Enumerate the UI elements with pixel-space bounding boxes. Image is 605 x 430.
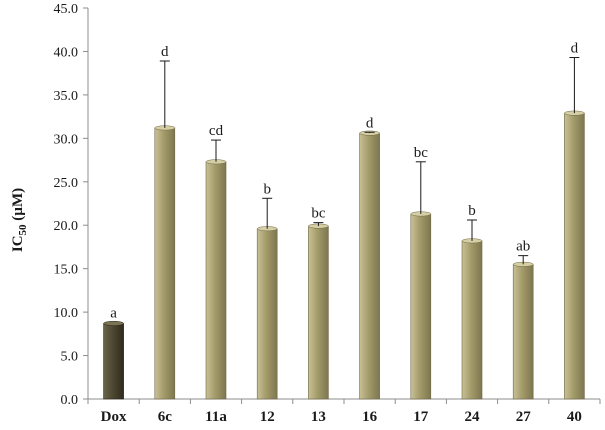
bar-17: [410, 213, 432, 400]
significance-label: cd: [209, 123, 224, 139]
significance-label: bc: [414, 145, 429, 161]
bar-27: [512, 264, 534, 400]
bars: [103, 110, 585, 400]
x-tick-label: 11a: [205, 409, 227, 425]
significance-labels: a d cd b bc d bc b ab d: [110, 41, 578, 322]
bar-13: [308, 225, 329, 400]
x-tick-label: 24: [465, 409, 481, 425]
significance-label: ab: [516, 239, 530, 255]
bar-24: [461, 240, 483, 400]
x-tick-label: 13: [311, 409, 326, 425]
y-tick-label: 5.0: [61, 350, 79, 365]
error-bars: [159, 57, 580, 265]
significance-label: b: [468, 203, 476, 219]
y-tick-label: 40.0: [54, 45, 79, 60]
bar-cap: [103, 320, 124, 326]
bar-16: [359, 132, 380, 400]
x-tick-label: Dox: [101, 409, 127, 425]
x-tick-label: 27: [516, 409, 532, 425]
y-tick-label: 25.0: [54, 176, 79, 191]
significance-label: a: [110, 305, 117, 321]
significance-label: d: [571, 41, 579, 57]
x-tick-label: 40: [567, 409, 582, 425]
y-tick-label: 30.0: [54, 132, 79, 147]
y-tick-label: 10.0: [54, 306, 79, 321]
x-tick-label: 17: [413, 409, 429, 425]
y-tick-label: 0.0: [61, 393, 79, 408]
y-tick-label: 15.0: [54, 263, 79, 278]
significance-label: d: [366, 115, 374, 131]
bar-Dox: [103, 323, 124, 400]
y-tick-label: 20.0: [54, 219, 79, 234]
bar-11a: [205, 161, 227, 400]
significance-label: bc: [311, 206, 326, 222]
bar-40: [564, 112, 585, 400]
bar-6c: [154, 127, 176, 400]
x-tick-label: 16: [362, 409, 378, 425]
y-tick-label: 35.0: [54, 89, 79, 104]
significance-label: d: [161, 44, 169, 60]
y-tick-label: 45.0: [54, 2, 79, 17]
x-axis: Dox 6c 11a 12 13 16 17 24 27 40: [87, 398, 601, 425]
y-axis-label: IC50 (µM): [10, 188, 29, 252]
bar-12: [256, 228, 278, 400]
y-axis: 0.0 5.0 10.0 15.0 20.0 25.0 30.0 35.0 40.0 45.0: [54, 2, 89, 408]
x-tick-label: 12: [260, 409, 275, 425]
x-tick-label: 6c: [158, 409, 173, 425]
significance-label: b: [263, 181, 271, 197]
